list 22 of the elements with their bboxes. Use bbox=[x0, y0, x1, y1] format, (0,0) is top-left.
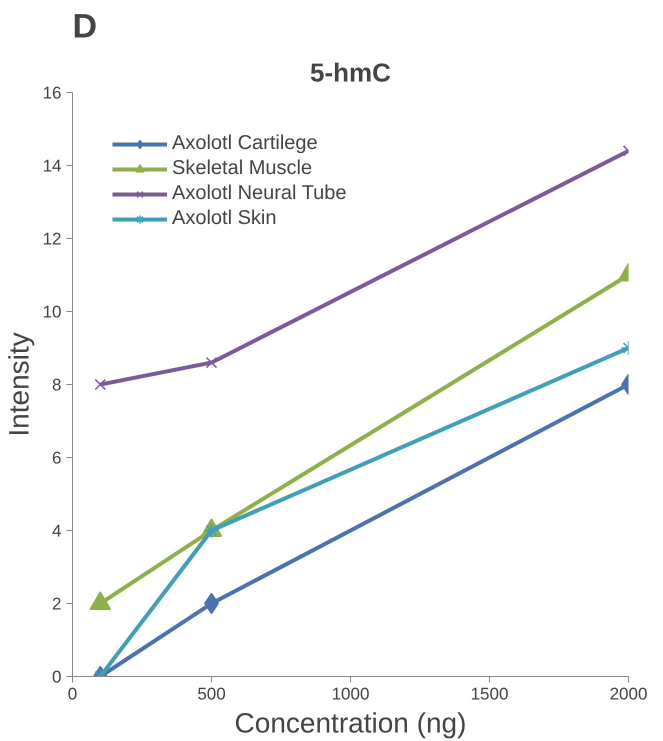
x-tick-label: 0 bbox=[68, 684, 78, 704]
y-tick-label: 6 bbox=[52, 448, 62, 468]
y-tick-label: 0 bbox=[52, 668, 62, 686]
y-tick-label: 12 bbox=[42, 230, 62, 248]
x-tick-label: 2000 bbox=[610, 684, 648, 704]
text: D bbox=[72, 8, 98, 46]
legend-label: Axolotl Neural Tube bbox=[172, 182, 347, 205]
x-tick-label: 1500 bbox=[470, 684, 508, 704]
x-tick-label: 500 bbox=[197, 684, 226, 704]
y-tick-label: 10 bbox=[42, 302, 62, 322]
y-tick-label: 8 bbox=[52, 376, 62, 394]
y-axis-title: Intensity bbox=[4, 332, 35, 437]
y-tick-label: 14 bbox=[42, 156, 62, 176]
legend-label: Skeletal Muscle bbox=[172, 157, 312, 180]
legend-label: Axolotl Skin bbox=[172, 207, 276, 230]
y-tick-label: 16 bbox=[42, 84, 62, 102]
x-tick-label: 1000 bbox=[332, 684, 370, 704]
chart-title: 5-hmC bbox=[310, 58, 392, 88]
legend-label: Axolotl Cartilege bbox=[172, 132, 318, 155]
x-axis-title: Concentration (ng) bbox=[234, 708, 466, 738]
y-tick-label: 4 bbox=[52, 522, 62, 540]
y-tick-label: 2 bbox=[52, 594, 62, 614]
